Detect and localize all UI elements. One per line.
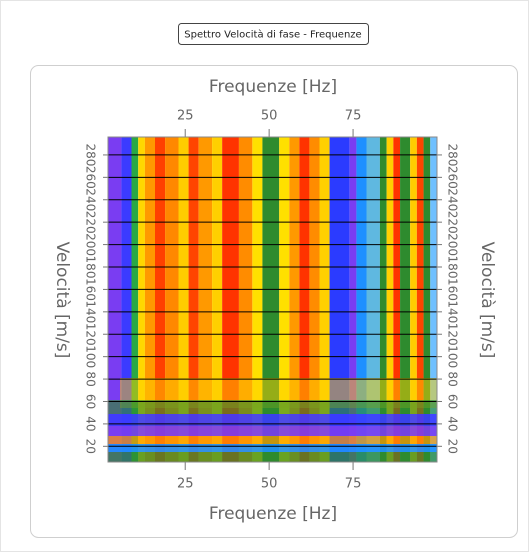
heatmap-band [349, 137, 357, 462]
heatmap-band [400, 137, 411, 462]
y-tick-label: 140 [84, 300, 98, 323]
plot-area [108, 137, 437, 462]
y2-axis-title: Velocità [m/s] [477, 242, 497, 359]
x-axis-title: Frequenze [Hz] [209, 77, 337, 97]
heatmap-band [366, 137, 380, 462]
y2-tick-label: 40 [446, 416, 460, 431]
y-tick-label: 280 [84, 143, 98, 166]
y2-tick-label: 60 [446, 394, 460, 409]
y-tick-label: 80 [84, 371, 98, 386]
x-tick-label: 75 [345, 109, 362, 124]
heatmap-band [430, 137, 437, 462]
x-tick-label: 50 [261, 109, 278, 124]
y2-tick-label: 140 [446, 300, 460, 323]
y2-tick-label: 20 [446, 439, 460, 454]
y2-tick-label: 80 [446, 371, 460, 386]
heatmap-band [299, 137, 310, 462]
y2-tick-label: 160 [446, 278, 460, 301]
x-tick-label: 25 [177, 477, 194, 492]
x-tick-label: 50 [261, 477, 278, 492]
y-tick-label: 120 [84, 323, 98, 346]
y-tick-label: 260 [84, 166, 98, 189]
heatmap-band [289, 137, 300, 462]
x-axis-title: Frequenze [Hz] [209, 504, 337, 524]
title-button[interactable] [178, 23, 369, 45]
y-tick-label: 40 [84, 416, 98, 431]
pattern [108, 436, 437, 444]
heatmap-band [319, 137, 330, 462]
heatmap-band [138, 137, 145, 462]
y-tick-label: 180 [84, 256, 98, 279]
heatmap-band [121, 137, 132, 462]
heatmap-band [222, 137, 239, 462]
y2-tick-label: 280 [446, 143, 460, 166]
y-tick-label: 240 [84, 188, 98, 211]
heatmap-band [165, 137, 179, 462]
heatmap-band [108, 137, 122, 462]
window-title: Spettro Velocità di fase - Frequenze [184, 29, 361, 41]
y2-tick-label: 200 [446, 233, 460, 256]
heatmap-band [423, 137, 431, 462]
heatmap-band [178, 137, 189, 462]
x-tick-label: 25 [177, 109, 194, 124]
x-tick-label: 75 [345, 477, 362, 492]
y-tick-label: 200 [84, 233, 98, 256]
heatmap-band [386, 137, 394, 462]
heatmap-band [393, 137, 401, 462]
y2-tick-label: 240 [446, 188, 460, 211]
heatmap-band [131, 137, 139, 462]
pattern [108, 414, 437, 426]
heatmap-band [155, 137, 166, 462]
y2-tick-label: 180 [446, 256, 460, 279]
plot-border [107, 136, 438, 463]
y-tick-label: 220 [84, 211, 98, 234]
heatmap-band [144, 137, 155, 462]
y-tick-label: 60 [84, 394, 98, 409]
y-tick-label: 20 [84, 439, 98, 454]
heatmap-band [262, 137, 280, 462]
pattern [108, 400, 437, 414]
heatmap-band [410, 137, 417, 462]
y-tick-label: 100 [84, 345, 98, 368]
y2-tick-label: 260 [446, 166, 460, 189]
pattern [108, 444, 437, 452]
y2-tick-label: 120 [446, 323, 460, 346]
heatmap-band [379, 137, 387, 462]
y-axis-title: Velocità [m/s] [52, 242, 72, 359]
heatmap-band [416, 137, 424, 462]
heatmap-band [238, 137, 253, 462]
y2-tick-label: 100 [446, 345, 460, 368]
heatmap-band [212, 137, 223, 462]
heatmap-band [279, 137, 290, 462]
heatmap-band [252, 137, 263, 462]
heatmap-band [198, 137, 213, 462]
heatmap-band [329, 137, 350, 462]
y-tick-label: 160 [84, 278, 98, 301]
y2-tick-label: 220 [446, 211, 460, 234]
pattern [108, 426, 437, 436]
heatmap-band [188, 137, 199, 462]
heatmap-band [356, 137, 367, 462]
pattern [108, 452, 437, 462]
heatmap-band [309, 137, 320, 462]
low-velocity-pattern [108, 378, 437, 462]
